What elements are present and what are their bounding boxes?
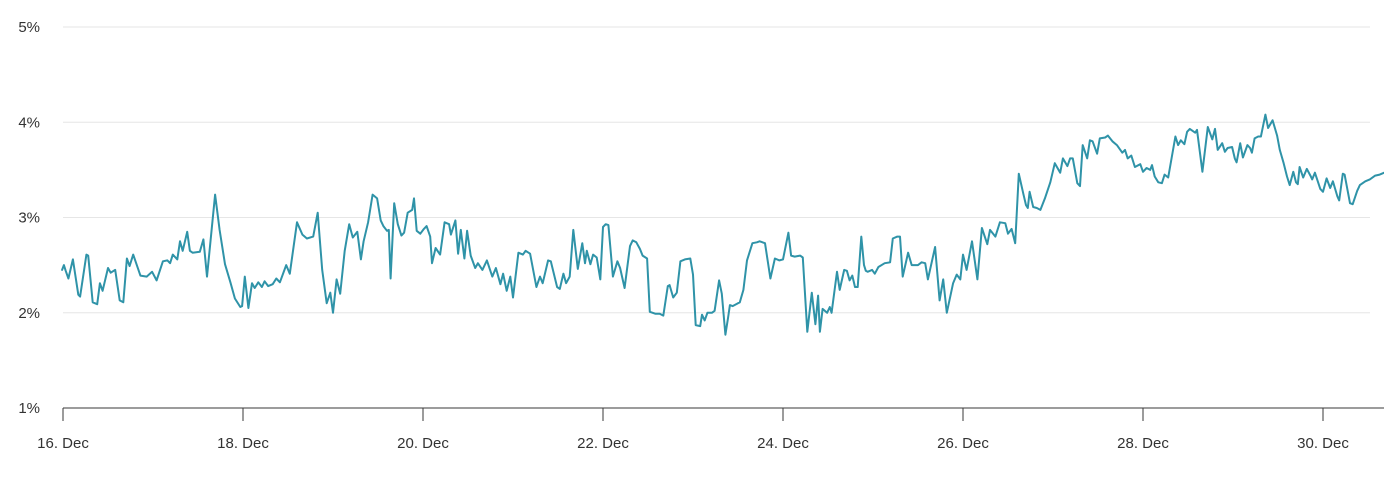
x-axis-tick-label: 18. Dec <box>217 435 269 452</box>
y-axis-tick-label: 4% <box>18 114 40 131</box>
y-axis-tick-label: 1% <box>18 400 40 417</box>
x-axis-tick-label: 30. Dec <box>1297 435 1349 452</box>
x-axis-tick-label: 16. Dec <box>37 435 89 452</box>
x-axis-tick-label: 22. Dec <box>577 435 629 452</box>
x-axis-tick-label: 26. Dec <box>937 435 989 452</box>
y-axis-tick-label: 5% <box>18 19 40 36</box>
x-axis-tick-label: 28. Dec <box>1117 435 1169 452</box>
x-axis-tick-label: 20. Dec <box>397 435 449 452</box>
x-axis-tick-label: 24. Dec <box>757 435 809 452</box>
y-axis-tick-label: 2% <box>18 305 40 322</box>
series-line-percentage[interactable] <box>61 113 1384 336</box>
y-axis-tick-label: 3% <box>18 210 40 227</box>
